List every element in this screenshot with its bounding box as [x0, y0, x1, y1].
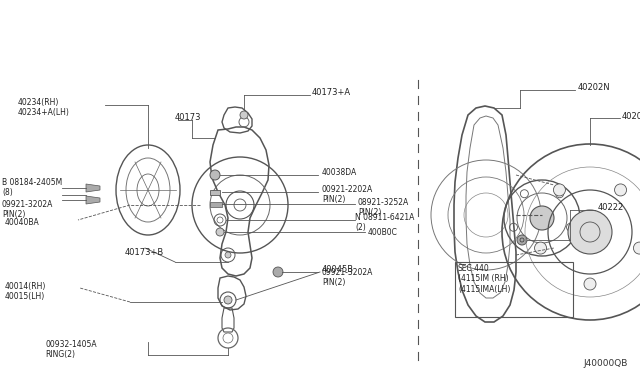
Polygon shape: [210, 190, 220, 195]
Polygon shape: [86, 196, 100, 204]
Text: N 08911-6421A
(2): N 08911-6421A (2): [355, 213, 414, 232]
Text: 40173+B: 40173+B: [125, 248, 164, 257]
Text: 400B0C: 400B0C: [368, 228, 398, 237]
Text: 40038DA: 40038DA: [322, 168, 357, 177]
Text: 40202N: 40202N: [578, 83, 611, 92]
Circle shape: [210, 170, 220, 180]
Text: 40207: 40207: [622, 112, 640, 121]
Text: 09921-3202A
PIN(2): 09921-3202A PIN(2): [2, 200, 53, 219]
Text: 40173+A: 40173+A: [312, 88, 351, 97]
Circle shape: [216, 228, 224, 236]
Circle shape: [530, 206, 554, 230]
Text: 00932-1405A
RING(2): 00932-1405A RING(2): [45, 340, 97, 359]
Text: 08921-3252A
PIN(2): 08921-3252A PIN(2): [358, 198, 409, 217]
Text: 00921-2202A
PIN(2): 00921-2202A PIN(2): [322, 185, 373, 204]
Text: 40040BA: 40040BA: [5, 218, 40, 227]
Circle shape: [584, 278, 596, 290]
Text: 40222: 40222: [598, 203, 624, 212]
Text: B 08184-2405M
(8): B 08184-2405M (8): [2, 178, 62, 198]
Circle shape: [224, 296, 232, 304]
Circle shape: [240, 111, 248, 119]
Circle shape: [568, 210, 612, 254]
Circle shape: [554, 184, 565, 196]
Circle shape: [517, 235, 527, 245]
Circle shape: [273, 267, 283, 277]
Polygon shape: [86, 184, 100, 192]
Text: 09921-3202A
PIN(2): 09921-3202A PIN(2): [322, 268, 373, 288]
Text: J40000QB: J40000QB: [584, 359, 628, 368]
Polygon shape: [210, 202, 222, 207]
Circle shape: [614, 184, 627, 196]
Text: 40234(RH)
40234+A(LH): 40234(RH) 40234+A(LH): [18, 98, 70, 118]
Text: 40014(RH)
40015(LH): 40014(RH) 40015(LH): [5, 282, 46, 301]
Text: 40045B: 40045B: [322, 265, 354, 274]
Circle shape: [634, 242, 640, 254]
Bar: [455, 262, 573, 317]
Circle shape: [534, 242, 547, 254]
Text: 40173: 40173: [175, 113, 202, 122]
Text: SEC.440
(4115IM (RH)
(4115IMA(LH): SEC.440 (4115IM (RH) (4115IMA(LH): [458, 264, 510, 294]
Circle shape: [225, 252, 231, 258]
